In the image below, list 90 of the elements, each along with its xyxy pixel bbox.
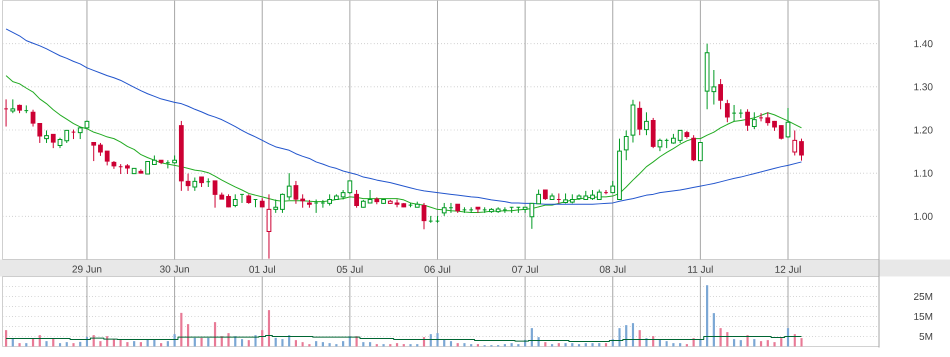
y-tick-label: 1.10 bbox=[914, 170, 933, 177]
bar bbox=[52, 338, 54, 346]
y-tick-label: 1.20 bbox=[914, 126, 933, 134]
bar bbox=[38, 335, 41, 346]
bar bbox=[396, 343, 398, 346]
bar bbox=[294, 340, 298, 346]
bar bbox=[126, 342, 129, 346]
bar bbox=[463, 343, 466, 346]
bar bbox=[726, 332, 728, 346]
bar bbox=[443, 340, 446, 346]
bar bbox=[207, 338, 210, 346]
bar bbox=[12, 338, 14, 346]
bar bbox=[780, 338, 782, 346]
bar bbox=[456, 343, 459, 346]
bar bbox=[315, 341, 318, 346]
y-tick-label: 5M bbox=[919, 333, 932, 340]
bar bbox=[450, 341, 452, 346]
bar bbox=[220, 336, 223, 346]
y-tick-label: 1.30 bbox=[914, 83, 933, 90]
bar bbox=[571, 343, 574, 346]
bar bbox=[133, 341, 136, 346]
bar bbox=[598, 343, 600, 346]
bar bbox=[679, 343, 682, 346]
bar bbox=[368, 342, 372, 346]
candlestick bbox=[644, 112, 649, 136]
bar bbox=[604, 343, 608, 346]
bar bbox=[732, 339, 736, 346]
y-tick-label: 1.40 bbox=[914, 40, 933, 48]
bar bbox=[800, 338, 803, 346]
bar bbox=[99, 341, 102, 346]
bar bbox=[153, 340, 156, 346]
bar bbox=[672, 343, 675, 346]
bar bbox=[45, 341, 48, 346]
bar bbox=[66, 342, 68, 346]
bar bbox=[281, 339, 284, 346]
bar bbox=[302, 342, 304, 346]
bar bbox=[666, 341, 668, 346]
bar bbox=[584, 343, 587, 346]
candlestick bbox=[186, 173, 190, 192]
bar bbox=[79, 342, 82, 346]
candlestick bbox=[704, 43, 710, 110]
x-tick-label: 01 Jul bbox=[249, 266, 275, 273]
bar bbox=[322, 342, 324, 346]
bar bbox=[58, 343, 62, 346]
bar bbox=[625, 325, 628, 346]
bar bbox=[753, 339, 756, 346]
bar bbox=[248, 340, 250, 346]
candlestick bbox=[624, 130, 629, 161]
bar bbox=[564, 343, 567, 346]
bar bbox=[25, 343, 28, 346]
x-tick-label: 30 Jun bbox=[160, 266, 189, 273]
x-tick-label: 11 Jul bbox=[688, 266, 713, 273]
bar bbox=[240, 339, 244, 346]
bar bbox=[72, 343, 75, 346]
bar bbox=[362, 342, 364, 346]
bar bbox=[146, 340, 149, 346]
y-tick-label: 25M bbox=[914, 292, 932, 300]
bar bbox=[160, 343, 162, 346]
bar bbox=[180, 312, 182, 346]
bar bbox=[140, 342, 142, 346]
bar bbox=[773, 342, 776, 346]
bar bbox=[544, 342, 546, 346]
bar bbox=[194, 338, 196, 346]
bar bbox=[510, 343, 513, 346]
bar bbox=[18, 343, 21, 346]
x-tick-label: 05 Jul bbox=[336, 266, 363, 273]
bar bbox=[261, 330, 264, 346]
bar bbox=[234, 336, 236, 346]
x-tick-label: 07 Jul bbox=[512, 266, 538, 273]
bar bbox=[342, 341, 344, 346]
y-tick-label: 1.00 bbox=[914, 212, 933, 220]
bar bbox=[766, 340, 769, 346]
candlestick bbox=[637, 101, 642, 136]
bar bbox=[166, 341, 169, 346]
bar bbox=[760, 341, 762, 346]
bar bbox=[328, 343, 331, 346]
x-tick-label: 12 Jul bbox=[775, 266, 801, 273]
x-tick-label: 06 Jul bbox=[424, 266, 450, 273]
bar bbox=[274, 338, 277, 346]
candlestick bbox=[718, 78, 723, 110]
x-tick-label: 29 Jun bbox=[72, 266, 102, 273]
bar bbox=[92, 335, 95, 346]
x-tick-label: 08 Jul bbox=[600, 266, 626, 273]
bar bbox=[591, 343, 594, 346]
bar bbox=[558, 343, 560, 346]
candlestick bbox=[266, 194, 272, 260]
bar bbox=[638, 330, 641, 346]
y-tick-label: 15M bbox=[914, 313, 932, 320]
candlestick bbox=[711, 69, 716, 106]
bar bbox=[740, 340, 742, 346]
